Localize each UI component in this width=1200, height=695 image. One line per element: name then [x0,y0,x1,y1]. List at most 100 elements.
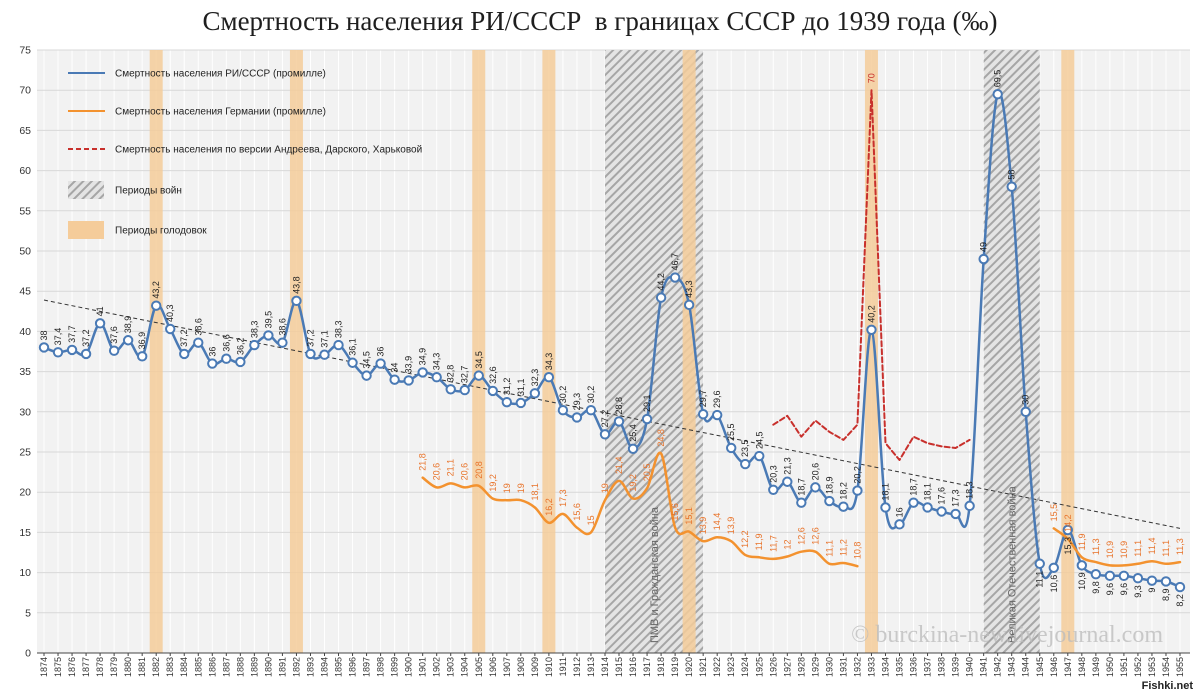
x-tick-label: 1913 [586,657,596,677]
x-tick-label: 1920 [684,657,694,677]
germany-mortality-label: 18,1 [530,483,540,501]
ussr-mortality-label: 34 [390,363,400,373]
germany-mortality-label: 11,1 [824,540,834,557]
ussr-mortality-marker [136,351,148,362]
ussr-mortality-label: 21,3 [782,457,792,475]
germany-mortality-label: 20,6 [432,463,442,481]
x-tick-label: 1922 [712,657,722,677]
famine-period-band [149,50,163,653]
ussr-mortality-marker [515,397,527,409]
x-tick-label: 1883 [165,657,175,677]
famine-period-band [542,50,556,653]
germany-mortality-label: 10,8 [852,542,862,560]
x-tick-label: 1915 [614,657,624,677]
ussr-mortality-label: 38 [39,330,49,340]
ussr-mortality-marker [613,416,625,427]
ussr-mortality-marker [445,384,456,395]
ussr-mortality-marker [754,450,765,462]
ussr-mortality-marker [1118,570,1130,582]
ussr-mortality-label: 38,9 [123,316,133,334]
ussr-mortality-label: 37,2 [305,329,315,347]
x-tick-label: 1897 [362,657,372,677]
ussr-mortality-marker [108,345,120,356]
y-tick-label: 0 [25,648,31,660]
ussr-mortality-label: 18,9 [824,477,834,495]
ussr-mortality-marker [305,348,316,360]
ussr-mortality-label: 9,6 [1105,583,1115,596]
data-labels: 38 37,4 37,7 37,2 41 37,6 38,9 36,9 43,2 40,3 37,2… [39,70,1185,607]
ussr-mortality-label: 29,3 [572,393,582,411]
x-tick-label: 1921 [698,657,708,677]
ussr-mortality-marker [1090,569,1102,580]
ussr-mortality-marker [529,388,541,399]
ussr-mortality-label: 15,3 [1063,537,1073,555]
ussr-mortality-marker [1076,560,1088,571]
x-tick-label: 1884 [179,657,189,677]
ussr-mortality-label: 25,5 [726,423,736,441]
x-tick-label: 1900 [404,657,414,677]
ussr-mortality-marker [122,335,134,346]
ussr-mortality-marker [922,502,933,513]
x-tick-label: 1931 [838,657,848,677]
y-tick-label: 70 [19,85,31,97]
ussr-mortality-marker [641,413,653,425]
germany-mortality-label: 11,3 [1091,538,1101,555]
germany-mortality-label: 20,8 [474,461,484,479]
x-tick-label: 1882 [151,657,161,677]
x-tick-label: 1875 [53,657,63,677]
ussr-mortality-marker [235,356,246,368]
shaded-periods: ПМВ и Гражданская война Великая Отечестве… [149,50,1075,653]
x-tick-label: 1906 [488,657,498,677]
watermark: © burckina-new.livejournal.com [851,622,1163,648]
ussr-mortality-label: 20,3 [768,465,778,483]
x-tick-label: 1914 [600,657,610,677]
ussr-mortality-label: 43,3 [684,280,694,298]
ussr-mortality-marker [1034,558,1045,569]
ussr-mortality-marker [80,348,92,360]
site-badge: Fishki.net [1139,680,1195,692]
ussr-mortality-marker [894,519,905,530]
ussr-mortality-label: 40,2 [866,305,876,323]
ussr-mortality-marker [52,347,64,358]
adk-estimate-mortality-label: 70 [866,73,876,83]
ussr-mortality-label: 38,6 [193,318,203,336]
germany-mortality-label: 16,2 [544,498,554,516]
ussr-mortality-marker [978,253,989,265]
x-tick-label: 1891 [277,657,287,677]
germany-mortality-label: 15,5 [1049,504,1059,522]
x-tick-label: 1895 [334,657,344,677]
ussr-mortality-marker [66,344,78,356]
germany-mortality-label: 14,4 [712,513,722,531]
germany-mortality-label: 15,6 [670,503,680,521]
x-tick-label: 1904 [460,657,470,677]
axes: 1874 1875 1876 1877 1878 1879 1880 1881 1882 1883… [19,45,1190,677]
germany-mortality-label: 12 [782,540,792,550]
y-tick-label: 20 [19,487,31,499]
series-markers [38,89,1186,593]
legend: Смертность населения РИ/СССР (промилле) С… [68,69,422,239]
legend-label: Смертность населения Германии (промилле) [115,107,326,118]
ussr-mortality-marker [417,367,428,378]
x-tick-label: 1912 [572,657,582,677]
ussr-mortality-label: 32,6 [488,366,498,384]
y-tick-label: 50 [19,246,31,258]
ussr-mortality-marker [501,396,513,408]
ussr-mortality-marker [333,339,344,351]
ussr-mortality-marker [585,404,597,416]
y-tick-label: 10 [19,567,31,579]
ussr-mortality-label: 31,1 [516,378,526,396]
y-tick-label: 55 [19,205,31,217]
germany-mortality-label: 15,1 [684,507,694,525]
x-tick-label: 1951 [1119,657,1129,677]
ussr-mortality-marker [1160,576,1172,587]
legend-label: Периоды войн [115,186,182,197]
germany-mortality-label: 11,9 [754,533,764,550]
x-tick-label: 1942 [993,657,1003,677]
ussr-mortality-marker [207,358,218,369]
ussr-mortality-label: 18,7 [909,478,919,496]
ussr-mortality-label: 41 [95,306,105,316]
x-tick-label: 1919 [670,657,680,677]
ussr-mortality-label: 32,7 [460,366,470,384]
x-tick-label: 1876 [67,657,77,677]
ussr-mortality-label: 38,3 [249,321,259,339]
